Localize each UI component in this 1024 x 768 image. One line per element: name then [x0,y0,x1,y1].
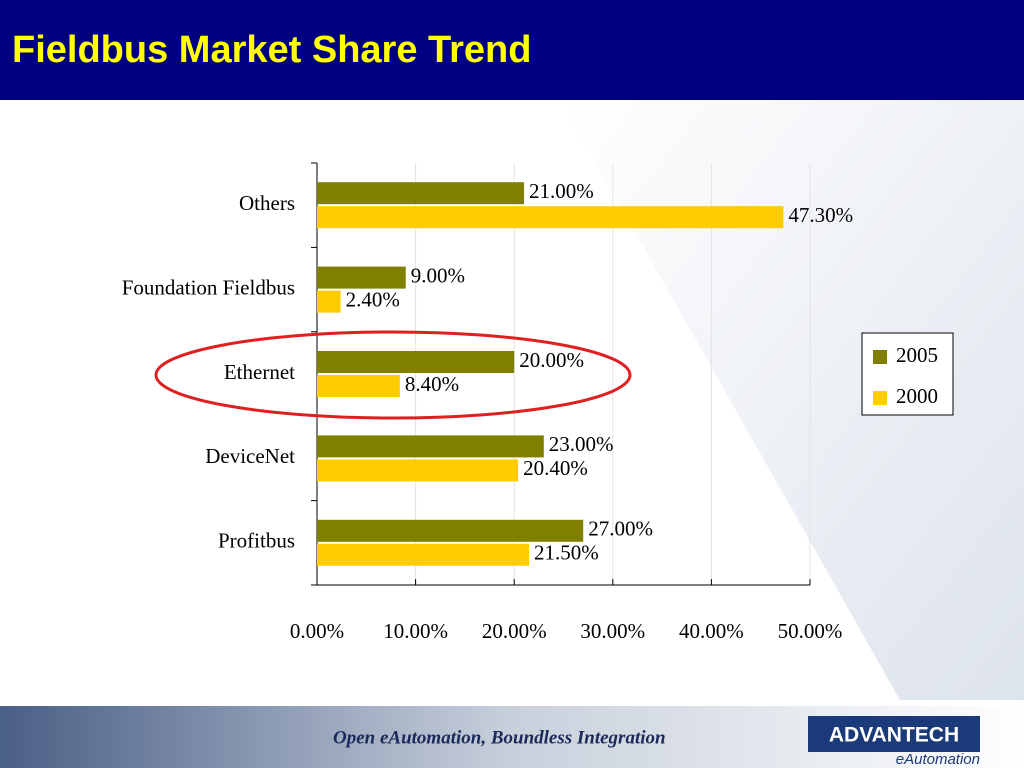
bar [317,519,584,542]
legend-label: 2000 [896,384,938,408]
value-label: 20.40% [523,456,588,480]
x-tick-label: 20.00% [482,619,547,643]
value-label: 21.00% [529,179,594,203]
value-label: 8.40% [405,372,459,396]
x-tick-label: 50.00% [778,619,843,643]
logo: ADVANTECH [829,724,959,747]
logo-box [808,716,980,752]
value-label: 20.00% [519,348,584,372]
bar [317,206,784,229]
chart-title: Fieldbus Market Share Trend [12,29,531,71]
legend-swatch [873,350,887,364]
footer-slogan: Open eAutomation, Boundless Integration [333,727,666,748]
background-shape [560,100,1024,700]
bar [317,543,529,566]
x-tick-label: 10.00% [383,619,448,643]
y-tick-label: Others [239,191,295,215]
value-label: 21.50% [534,541,599,565]
x-tick-label: 30.00% [580,619,645,643]
x-tick-label: 40.00% [679,619,744,643]
value-label: 27.00% [588,517,653,541]
legend-label: 2005 [896,343,938,367]
x-tick-label: 0.00% [290,619,344,643]
y-tick-label: Ethernet [224,360,295,384]
bar [317,435,544,458]
highlight-ellipse [154,330,632,420]
bar [317,459,519,482]
bar [317,375,400,397]
logo-sub: eAutomation [896,751,980,768]
bar [317,351,515,373]
y-tick-label: DeviceNet [205,444,295,468]
bar [317,290,341,313]
value-label: 47.30% [788,203,853,227]
value-label: 2.40% [346,287,400,311]
header-bar [0,0,1024,100]
y-tick-label: Foundation Fieldbus [122,275,295,299]
value-label: 9.00% [411,263,465,287]
bar [317,266,406,289]
plot: 0.00% 10.00% 20.00% 30.00% 40.00% 50.00% Other… [122,162,954,643]
legend-swatch [873,391,887,405]
y-tick-label: Profitbus [218,529,295,553]
value-label: 23.00% [549,432,614,456]
bar [317,182,525,205]
